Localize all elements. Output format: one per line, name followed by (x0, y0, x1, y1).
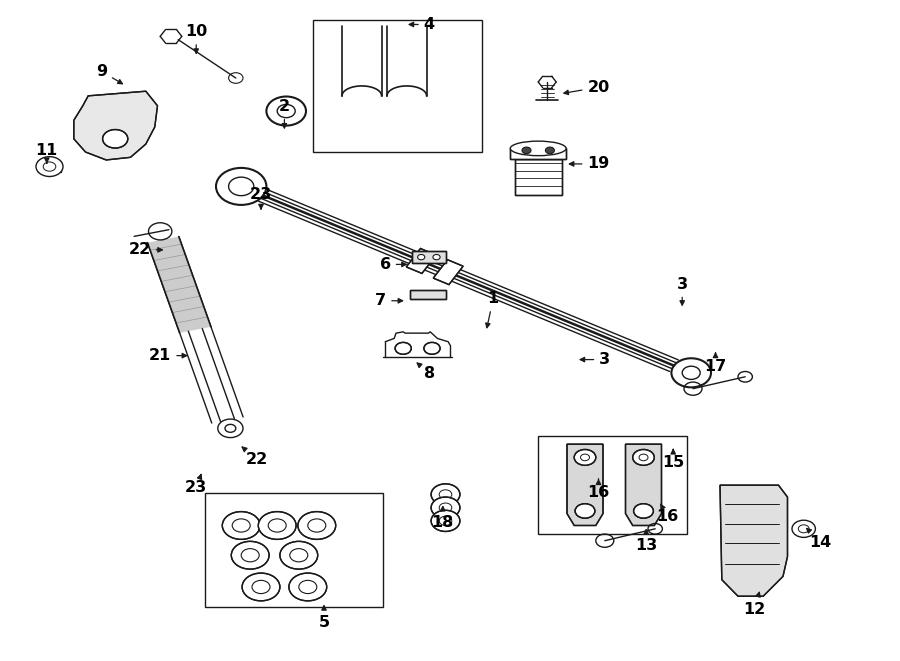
Ellipse shape (510, 141, 566, 156)
Text: 17: 17 (705, 353, 726, 374)
Circle shape (36, 157, 63, 176)
Polygon shape (148, 237, 211, 333)
Circle shape (574, 449, 596, 465)
Text: 2: 2 (279, 99, 290, 128)
Bar (538, 436, 687, 534)
Polygon shape (433, 260, 464, 285)
Text: 9: 9 (96, 64, 122, 84)
Circle shape (231, 541, 269, 569)
Polygon shape (720, 485, 788, 596)
Text: 18: 18 (432, 506, 454, 529)
Circle shape (431, 497, 460, 518)
Polygon shape (406, 249, 436, 274)
Text: 14: 14 (806, 528, 832, 549)
Text: 7: 7 (375, 293, 402, 308)
Text: 23: 23 (185, 475, 207, 495)
Bar (313, 20, 482, 152)
Circle shape (395, 342, 411, 354)
Circle shape (433, 254, 440, 260)
Text: 3: 3 (677, 277, 688, 305)
Text: 21: 21 (149, 348, 186, 363)
Text: 22: 22 (242, 447, 267, 467)
Circle shape (431, 510, 460, 531)
Text: 22: 22 (129, 243, 162, 257)
Text: 6: 6 (380, 257, 406, 272)
Circle shape (280, 541, 318, 569)
Text: 20: 20 (564, 80, 609, 95)
Polygon shape (567, 444, 603, 525)
Text: 1: 1 (486, 292, 499, 328)
Circle shape (418, 254, 425, 260)
Circle shape (242, 573, 280, 601)
Text: 15: 15 (662, 449, 684, 470)
Bar (205, 493, 383, 607)
Circle shape (522, 147, 531, 154)
Bar (515, 159, 562, 195)
Text: 10: 10 (185, 24, 207, 54)
Text: 4: 4 (410, 17, 435, 32)
Circle shape (424, 342, 440, 354)
Text: 3: 3 (580, 352, 610, 367)
Circle shape (258, 512, 296, 539)
Text: 5: 5 (319, 605, 329, 630)
Circle shape (634, 504, 653, 518)
Bar (412, 251, 446, 263)
Text: 11: 11 (36, 143, 58, 163)
Circle shape (103, 130, 128, 148)
Bar (410, 290, 446, 299)
Circle shape (633, 449, 654, 465)
Circle shape (222, 512, 260, 539)
Text: 16: 16 (588, 479, 609, 500)
Text: 23: 23 (250, 188, 272, 209)
Bar (410, 290, 446, 299)
Text: 13: 13 (635, 529, 657, 553)
Text: 8: 8 (418, 363, 435, 381)
Circle shape (575, 504, 595, 518)
Text: 19: 19 (570, 157, 609, 171)
Polygon shape (626, 444, 662, 525)
Polygon shape (74, 91, 158, 160)
Bar (510, 148, 566, 159)
Circle shape (298, 512, 336, 539)
Bar (515, 159, 562, 195)
Circle shape (289, 573, 327, 601)
Bar (412, 251, 446, 263)
Text: 12: 12 (743, 592, 765, 617)
Circle shape (431, 484, 460, 505)
Circle shape (545, 147, 554, 154)
Text: 16: 16 (657, 504, 679, 524)
Bar (510, 148, 566, 159)
